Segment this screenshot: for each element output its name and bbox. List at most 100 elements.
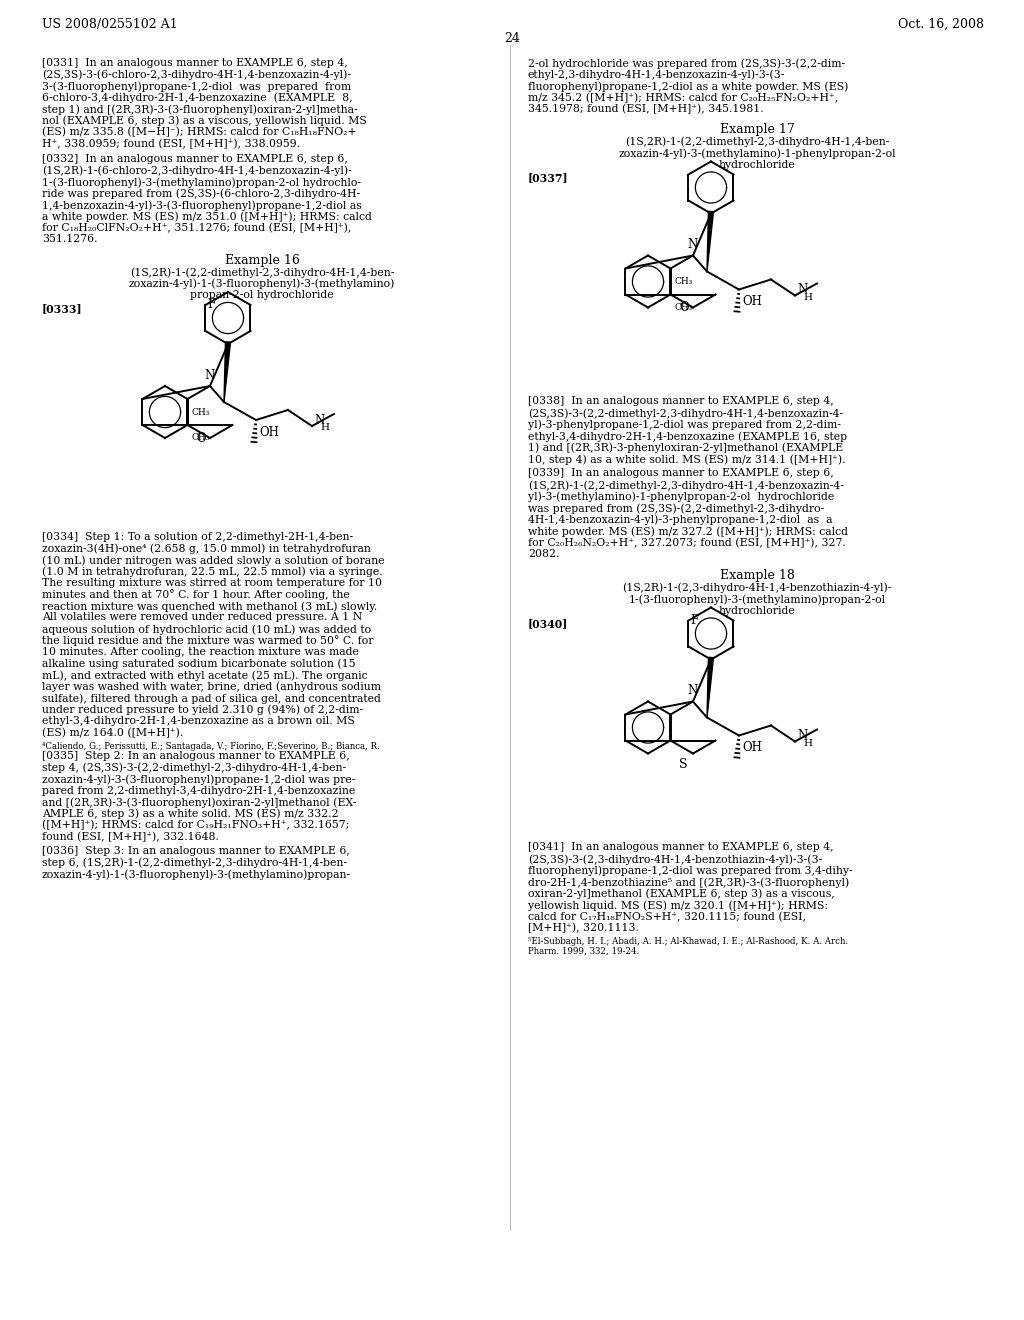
Text: [0338]  In an analogous manner to EXAMPLE 6, step 4,: [0338] In an analogous manner to EXAMPLE… [528, 396, 834, 407]
Text: Example 17: Example 17 [720, 124, 795, 136]
Text: reaction mixture was quenched with methanol (3 mL) slowly.: reaction mixture was quenched with metha… [42, 601, 377, 611]
Text: 2082.: 2082. [528, 549, 559, 558]
Text: layer was washed with water, brine, dried (anhydrous sodium: layer was washed with water, brine, drie… [42, 681, 381, 692]
Text: 10, step 4) as a white solid. MS (ES) m/z 314.1 ([M+H]⁺).: 10, step 4) as a white solid. MS (ES) m/… [528, 454, 846, 465]
Text: 6-chloro-3,4-dihydro-2H-1,4-benzoxazine  (EXAMPLE  8,: 6-chloro-3,4-dihydro-2H-1,4-benzoxazine … [42, 92, 352, 103]
Polygon shape [224, 342, 230, 403]
Text: hydrochloride: hydrochloride [719, 160, 796, 169]
Text: was prepared from (2S,3S)-(2,2-dimethyl-2,3-dihydro-: was prepared from (2S,3S)-(2,2-dimethyl-… [528, 503, 824, 513]
Text: step 4, (2S,3S)-3-(2,2-dimethyl-2,3-dihydro-4H-1,4-ben-: step 4, (2S,3S)-3-(2,2-dimethyl-2,3-dihy… [42, 763, 346, 774]
Text: yellowish liquid. MS (ES) m/z 320.1 ([M+H]⁺); HRMS:: yellowish liquid. MS (ES) m/z 320.1 ([M+… [528, 900, 828, 911]
Text: for C₂₀H₂₆N₂O₂+H⁺, 327.2073; found (ESI, [M+H]⁺), 327.: for C₂₀H₂₆N₂O₂+H⁺, 327.2073; found (ESI,… [528, 537, 846, 548]
Text: The resulting mixture was stirred at room temperature for 10: The resulting mixture was stirred at roo… [42, 578, 382, 587]
Text: a white powder. MS (ES) m/z 351.0 ([M+H]⁺); HRMS: calcd: a white powder. MS (ES) m/z 351.0 ([M+H]… [42, 211, 372, 222]
Text: nol (EXAMPLE 6, step 3) as a viscous, yellowish liquid. MS: nol (EXAMPLE 6, step 3) as a viscous, ye… [42, 116, 367, 127]
Text: zoxazin-3(4H)-one⁴ (2.658 g, 15.0 mmol) in tetrahydrofuran: zoxazin-3(4H)-one⁴ (2.658 g, 15.0 mmol) … [42, 544, 371, 554]
Text: ride was prepared from (2S,3S)-(6-chloro-2,3-dihydro-4H-: ride was prepared from (2S,3S)-(6-chloro… [42, 189, 360, 199]
Text: [0339]  In an analogous manner to EXAMPLE 6, step 6,: [0339] In an analogous manner to EXAMPLE… [528, 469, 834, 479]
Text: [0340]: [0340] [528, 619, 568, 630]
Text: (1S,2R)-1-(2,2-dimethyl-2,3-dihydro-4H-1,4-benzoxazin-4-: (1S,2R)-1-(2,2-dimethyl-2,3-dihydro-4H-1… [528, 480, 844, 491]
Polygon shape [707, 211, 714, 272]
Text: N: N [797, 282, 807, 296]
Text: (1S,2R)-1-(2,3-dihydro-4H-1,4-benzothiazin-4-yl)-: (1S,2R)-1-(2,3-dihydro-4H-1,4-benzothiaz… [623, 582, 892, 593]
Text: yl)-3-(methylamino)-1-phenylpropan-2-ol  hydrochloride: yl)-3-(methylamino)-1-phenylpropan-2-ol … [528, 491, 835, 502]
Text: zoxazin-4-yl)-3-(3-fluorophenyl)propane-1,2-diol was pre-: zoxazin-4-yl)-3-(3-fluorophenyl)propane-… [42, 774, 355, 784]
Text: for C₁₈H₂₀ClFN₂O₂+H⁺, 351.1276; found (ESI, [M+H]⁺),: for C₁₈H₂₀ClFN₂O₂+H⁺, 351.1276; found (E… [42, 223, 351, 234]
Text: 1,4-benzoxazin-4-yl)-3-(3-fluorophenyl)propane-1,2-diol as: 1,4-benzoxazin-4-yl)-3-(3-fluorophenyl)p… [42, 201, 361, 211]
Text: H: H [803, 739, 812, 748]
Text: N: N [688, 685, 698, 697]
Text: ⁵El-Subbagh, H. I.; Abadi, A. H.; Al-Khawad, I. E.; Al-Rashood, K. A. Arch.: ⁵El-Subbagh, H. I.; Abadi, A. H.; Al-Kha… [528, 937, 848, 946]
Text: H: H [319, 424, 329, 433]
Text: propan-2-ol hydrochloride: propan-2-ol hydrochloride [190, 290, 334, 300]
Text: OH: OH [259, 425, 279, 438]
Text: [0335]  Step 2: In an analogous manner to EXAMPLE 6,: [0335] Step 2: In an analogous manner to… [42, 751, 350, 762]
Text: ⁴Caliendo, G.; Perissutti, E.; Santagada, V.; Fiorino, F.;Severino, B.; Bianca, : ⁴Caliendo, G.; Perissutti, E.; Santagada… [42, 742, 380, 751]
Text: 2-ol hydrochloride was prepared from (2S,3S)-3-(2,2-dim-: 2-ol hydrochloride was prepared from (2S… [528, 58, 845, 69]
Text: under reduced pressure to yield 2.310 g (94%) of 2,2-dim-: under reduced pressure to yield 2.310 g … [42, 705, 364, 715]
Text: dro-2H-1,4-benzothiazine⁵ and [(2R,3R)-3-(3-fluorophenyl): dro-2H-1,4-benzothiazine⁵ and [(2R,3R)-3… [528, 876, 849, 887]
Text: N: N [205, 370, 215, 381]
Text: step 1) and [(2R,3R)-3-(3-fluorophenyl)oxiran-2-yl]metha-: step 1) and [(2R,3R)-3-(3-fluorophenyl)o… [42, 104, 357, 115]
Text: [M+H]⁺), 320.1113.: [M+H]⁺), 320.1113. [528, 923, 639, 933]
Text: 10 minutes. After cooling, the reaction mixture was made: 10 minutes. After cooling, the reaction … [42, 647, 358, 657]
Text: the liquid residue and the mixture was warmed to 50° C. for: the liquid residue and the mixture was w… [42, 635, 374, 647]
Text: S: S [680, 758, 688, 771]
Text: hydrochloride: hydrochloride [719, 606, 796, 615]
Text: O: O [679, 301, 689, 314]
Text: fluorophenyl)propane-1,2-diol as a white powder. MS (ES): fluorophenyl)propane-1,2-diol as a white… [528, 81, 848, 91]
Text: (2S,3S)-3-(2,2-dimethyl-2,3-dihydro-4H-1,4-benzoxazin-4-: (2S,3S)-3-(2,2-dimethyl-2,3-dihydro-4H-1… [528, 408, 843, 418]
Text: 1-(3-fluorophenyl)-3-(methylamino)propan-2-ol hydrochlo-: 1-(3-fluorophenyl)-3-(methylamino)propan… [42, 177, 361, 187]
Text: CH₃: CH₃ [191, 408, 210, 417]
Text: ethyl-3,4-dihydro-2H-1,4-benzoxazine (EXAMPLE 16, step: ethyl-3,4-dihydro-2H-1,4-benzoxazine (EX… [528, 432, 847, 442]
Text: CH₃: CH₃ [675, 277, 693, 286]
Text: minutes and then at 70° C. for 1 hour. After cooling, the: minutes and then at 70° C. for 1 hour. A… [42, 590, 350, 601]
Text: pared from 2,2-dimethyl-3,4-dihydro-2H-1,4-benzoxazine: pared from 2,2-dimethyl-3,4-dihydro-2H-1… [42, 785, 355, 796]
Text: Oct. 16, 2008: Oct. 16, 2008 [898, 18, 984, 30]
Text: m/z 345.2 ([M+H]⁺); HRMS: calcd for C₂₀H₂₅FN₂O₂+H⁺,: m/z 345.2 ([M+H]⁺); HRMS: calcd for C₂₀H… [528, 92, 839, 103]
Text: N: N [688, 239, 698, 252]
Text: oxiran-2-yl]methanol (EXAMPLE 6, step 3) as a viscous,: oxiran-2-yl]methanol (EXAMPLE 6, step 3)… [528, 888, 835, 899]
Text: 1) and [(2R,3R)-3-phenyloxiran-2-yl]methanol (EXAMPLE: 1) and [(2R,3R)-3-phenyloxiran-2-yl]meth… [528, 442, 843, 453]
Text: yl)-3-phenylpropane-1,2-diol was prepared from 2,2-dim-: yl)-3-phenylpropane-1,2-diol was prepare… [528, 420, 841, 430]
Text: [0332]  In an analogous manner to EXAMPLE 6, step 6,: [0332] In an analogous manner to EXAMPLE… [42, 154, 348, 164]
Text: ([M+H]⁺); HRMS: calcd for C₁₉H₂₁FNO₃+H⁺, 332.1657;: ([M+H]⁺); HRMS: calcd for C₁₉H₂₁FNO₃+H⁺,… [42, 820, 349, 830]
Text: US 2008/0255102 A1: US 2008/0255102 A1 [42, 18, 177, 30]
Text: All volatiles were removed under reduced pressure. A 1 N: All volatiles were removed under reduced… [42, 612, 362, 623]
Text: [0337]: [0337] [528, 173, 568, 183]
Text: Pharm. 1999, 332, 19-24.: Pharm. 1999, 332, 19-24. [528, 946, 639, 956]
Text: zoxazin-4-yl)-3-(methylamino)-1-phenylpropan-2-ol: zoxazin-4-yl)-3-(methylamino)-1-phenylpr… [618, 148, 896, 158]
Text: CH₃: CH₃ [191, 433, 210, 442]
Text: (ES) m/z 164.0 ([M+H]⁺).: (ES) m/z 164.0 ([M+H]⁺). [42, 727, 183, 738]
Text: CH₃: CH₃ [675, 302, 693, 312]
Text: N: N [314, 413, 325, 426]
Text: H⁺, 338.0959; found (ESI, [M+H]⁺), 338.0959.: H⁺, 338.0959; found (ESI, [M+H]⁺), 338.0… [42, 139, 300, 149]
Text: (1.0 M in tetrahydrofuran, 22.5 mL, 22.5 mmol) via a syringe.: (1.0 M in tetrahydrofuran, 22.5 mL, 22.5… [42, 566, 383, 577]
Text: 3-(3-fluorophenyl)propane-1,2-diol  was  prepared  from: 3-(3-fluorophenyl)propane-1,2-diol was p… [42, 81, 351, 91]
Text: calcd for C₁₇H₁₈FNO₂S+H⁺, 320.1115; found (ESI,: calcd for C₁₇H₁₈FNO₂S+H⁺, 320.1115; foun… [528, 912, 806, 921]
Text: aqueous solution of hydrochloric acid (10 mL) was added to: aqueous solution of hydrochloric acid (1… [42, 624, 371, 635]
Text: 351.1276.: 351.1276. [42, 235, 97, 244]
Text: 24: 24 [504, 32, 520, 45]
Text: [0333]: [0333] [42, 304, 83, 314]
Text: zoxazin-4-yl)-1-(3-fluorophenyl)-3-(methylamino)propan-: zoxazin-4-yl)-1-(3-fluorophenyl)-3-(meth… [42, 869, 351, 879]
Text: N: N [797, 729, 807, 742]
Text: [0331]  In an analogous manner to EXAMPLE 6, step 4,: [0331] In an analogous manner to EXAMPLE… [42, 58, 348, 69]
Text: OH: OH [742, 294, 762, 308]
Text: Example 16: Example 16 [224, 253, 299, 267]
Text: mL), and extracted with ethyl acetate (25 mL). The organic: mL), and extracted with ethyl acetate (2… [42, 671, 368, 681]
Text: 345.1978; found (ESI, [M+H]⁺), 345.1981.: 345.1978; found (ESI, [M+H]⁺), 345.1981. [528, 104, 764, 115]
Text: (2S,3S)-3-(6-chloro-2,3-dihydro-4H-1,4-benzoxazin-4-yl)-: (2S,3S)-3-(6-chloro-2,3-dihydro-4H-1,4-b… [42, 70, 351, 81]
Text: ethyl-2,3-dihydro-4H-1,4-benzoxazin-4-yl)-3-(3-: ethyl-2,3-dihydro-4H-1,4-benzoxazin-4-yl… [528, 70, 785, 81]
Text: step 6, (1S,2R)-1-(2,2-dimethyl-2,3-dihydro-4H-1,4-ben-: step 6, (1S,2R)-1-(2,2-dimethyl-2,3-dihy… [42, 858, 347, 869]
Text: AMPLE 6, step 3) as a white solid. MS (ES) m/z 332.2: AMPLE 6, step 3) as a white solid. MS (E… [42, 808, 339, 820]
Text: [0341]  In an analogous manner to EXAMPLE 6, step 4,: [0341] In an analogous manner to EXAMPLE… [528, 842, 834, 853]
Text: H: H [803, 293, 812, 302]
Text: (1S,2R)-1-(2,2-dimethyl-2,3-dihydro-4H-1,4-ben-: (1S,2R)-1-(2,2-dimethyl-2,3-dihydro-4H-1… [130, 267, 394, 277]
Text: (1S,2R)-1-(6-chloro-2,3-dihydro-4H-1,4-benzoxazin-4-yl)-: (1S,2R)-1-(6-chloro-2,3-dihydro-4H-1,4-b… [42, 165, 352, 176]
Polygon shape [707, 657, 714, 718]
Text: ethyl-3,4-dihydro-2H-1,4-benzoxazine as a brown oil. MS: ethyl-3,4-dihydro-2H-1,4-benzoxazine as … [42, 715, 354, 726]
Text: F: F [208, 298, 216, 312]
Text: (10 mL) under nitrogen was added slowly a solution of borane: (10 mL) under nitrogen was added slowly … [42, 554, 384, 565]
Text: 4H-1,4-benzoxazin-4-yl)-3-phenylpropane-1,2-diol  as  a: 4H-1,4-benzoxazin-4-yl)-3-phenylpropane-… [528, 515, 833, 525]
